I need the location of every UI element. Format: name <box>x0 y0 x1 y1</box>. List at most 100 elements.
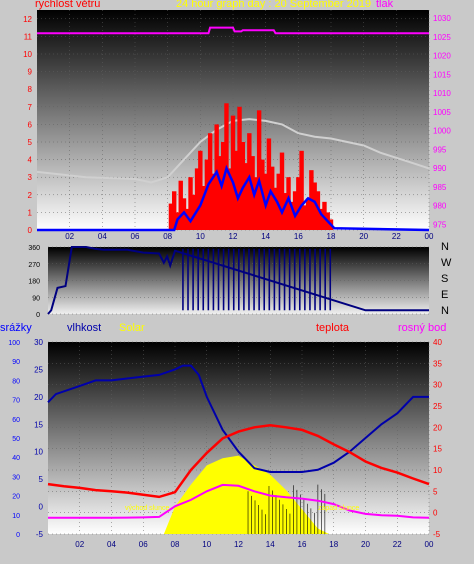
wind-tick-label: 11 <box>24 32 33 41</box>
humidity-tick-label: 15 <box>34 420 43 429</box>
rain-tick-label: 60 <box>12 417 20 424</box>
wind-tick-label: 5 <box>28 138 33 147</box>
wind-speed-bar <box>227 168 232 230</box>
wind-direction-line <box>47 246 429 315</box>
wind-speed-bar <box>230 115 236 230</box>
x-tick-label: 20 <box>359 232 368 241</box>
temperature-tick-label: 10 <box>433 466 442 475</box>
wind-speed-bar <box>296 177 301 230</box>
wind-speed-bar <box>283 193 288 230</box>
x-tick-label: 14 <box>266 540 275 549</box>
direction-tick-label: 0 <box>36 312 40 319</box>
wind-speed-bar <box>256 110 262 230</box>
rain-tick-label: 40 <box>12 455 20 462</box>
x-tick-label: 12 <box>234 540 243 549</box>
pressure-tick-label: 1015 <box>433 70 451 79</box>
wind-speed-bar <box>211 173 216 230</box>
x-tick-label: 04 <box>98 232 107 241</box>
rain-tick-label: 90 <box>12 359 20 366</box>
wind-speed-bar <box>237 106 242 230</box>
x-tick-label: 00 <box>425 540 434 549</box>
wind-speed-bar <box>201 186 206 230</box>
humidity-tick-label: 30 <box>34 338 43 347</box>
rain-tick-label: 0 <box>16 532 20 539</box>
direction-tick-label: 270 <box>28 262 40 269</box>
pressure-tick-label: 1030 <box>433 14 451 23</box>
wind-speed-bar <box>214 124 219 230</box>
x-tick-label: 08 <box>163 232 172 241</box>
pressure-tick-label: 1010 <box>433 89 451 98</box>
rain-tick-label: 70 <box>12 398 20 405</box>
temperature-tick-label: 5 <box>433 487 438 496</box>
temperature-tick-label: 35 <box>433 359 442 368</box>
wind-tick-label: 12 <box>23 15 32 24</box>
temperature-tick-label: -5 <box>433 530 441 539</box>
x-tick-label: 04 <box>107 540 116 549</box>
wind-speed-bar <box>276 173 281 230</box>
pressure-tick-label: 980 <box>433 202 447 211</box>
x-tick-label: 08 <box>171 540 180 549</box>
wind-tick-label: 6 <box>28 120 33 129</box>
wind-speed-bar <box>217 156 223 230</box>
wind-speed-bar <box>178 180 183 230</box>
wind-speed-bar <box>270 166 275 230</box>
wind-tick-label: 8 <box>28 85 33 94</box>
humidity-axis-label: vlhkost <box>67 322 102 334</box>
wind-speed-bar <box>305 198 311 230</box>
wind-speed-bar <box>243 163 249 230</box>
sunset-annotation: západ slunce <box>318 505 360 512</box>
sunrise-annotation: východ slunce <box>125 505 170 512</box>
humidity-tick-label: 25 <box>34 365 43 374</box>
pressure-tick-label: 1020 <box>433 52 451 61</box>
wind-tick-label: 4 <box>28 156 33 165</box>
wind-speed-axis-label: rychlost větru <box>35 0 101 10</box>
x-tick-label: 20 <box>361 540 370 549</box>
x-tick-label: 02 <box>75 540 84 549</box>
solar-axis-label: Solar <box>119 322 145 334</box>
rain-tick-label: 20 <box>12 494 20 501</box>
rain-tick-label: 50 <box>12 436 20 443</box>
wind-speed-bar <box>168 203 174 230</box>
x-tick-label: 12 <box>229 232 238 241</box>
wind-speed-bar <box>191 194 196 230</box>
x-tick-label: 22 <box>392 232 401 241</box>
wind-speed-bar <box>312 182 317 230</box>
temperature-tick-label: 30 <box>433 381 442 390</box>
temperature-tick-label: 15 <box>433 445 442 454</box>
pressure-tick-label: 1000 <box>433 127 451 136</box>
humidity-tick-label: 0 <box>39 503 44 512</box>
pressure-tick-label: 985 <box>433 183 447 192</box>
wind-tick-label: 0 <box>28 226 33 235</box>
wind-speed-bar <box>302 205 308 230</box>
temperature-tick-label: 25 <box>433 402 442 411</box>
x-tick-label: 10 <box>196 232 205 241</box>
x-tick-label: 14 <box>261 232 270 241</box>
x-tick-label: 10 <box>202 540 211 549</box>
wind-speed-bar <box>289 201 294 230</box>
wind-tick-label: 2 <box>28 191 33 200</box>
wind-speed-bar <box>253 177 259 230</box>
gust-line <box>36 118 430 184</box>
wind-tick-label: 10 <box>23 50 32 59</box>
rain-tick-label: 30 <box>12 474 20 481</box>
temperature-tick-label: 40 <box>433 338 442 347</box>
wind-tick-label: 3 <box>28 173 33 182</box>
direction-tick-label: 360 <box>28 245 40 252</box>
x-tick-label: 18 <box>327 232 336 241</box>
solar-area <box>163 455 329 534</box>
humidity-tick-label: 20 <box>34 393 43 402</box>
humidity-tick-label: 5 <box>39 475 44 484</box>
pressure-tick-label: 1005 <box>433 108 451 117</box>
wind-speed-bar <box>185 208 190 230</box>
rain-tick-label: 100 <box>8 340 20 347</box>
compass-w: W <box>441 257 452 269</box>
direction-tick-label: 180 <box>28 279 40 286</box>
wind-speed-bar <box>292 191 298 230</box>
wind-average-line <box>37 164 430 232</box>
dew-point-line <box>48 483 430 519</box>
chart-title: 24 hour graph day : 20 September 2019 <box>176 0 372 10</box>
wind-speed-bar <box>194 168 200 230</box>
wind-speed-bar <box>273 187 278 230</box>
